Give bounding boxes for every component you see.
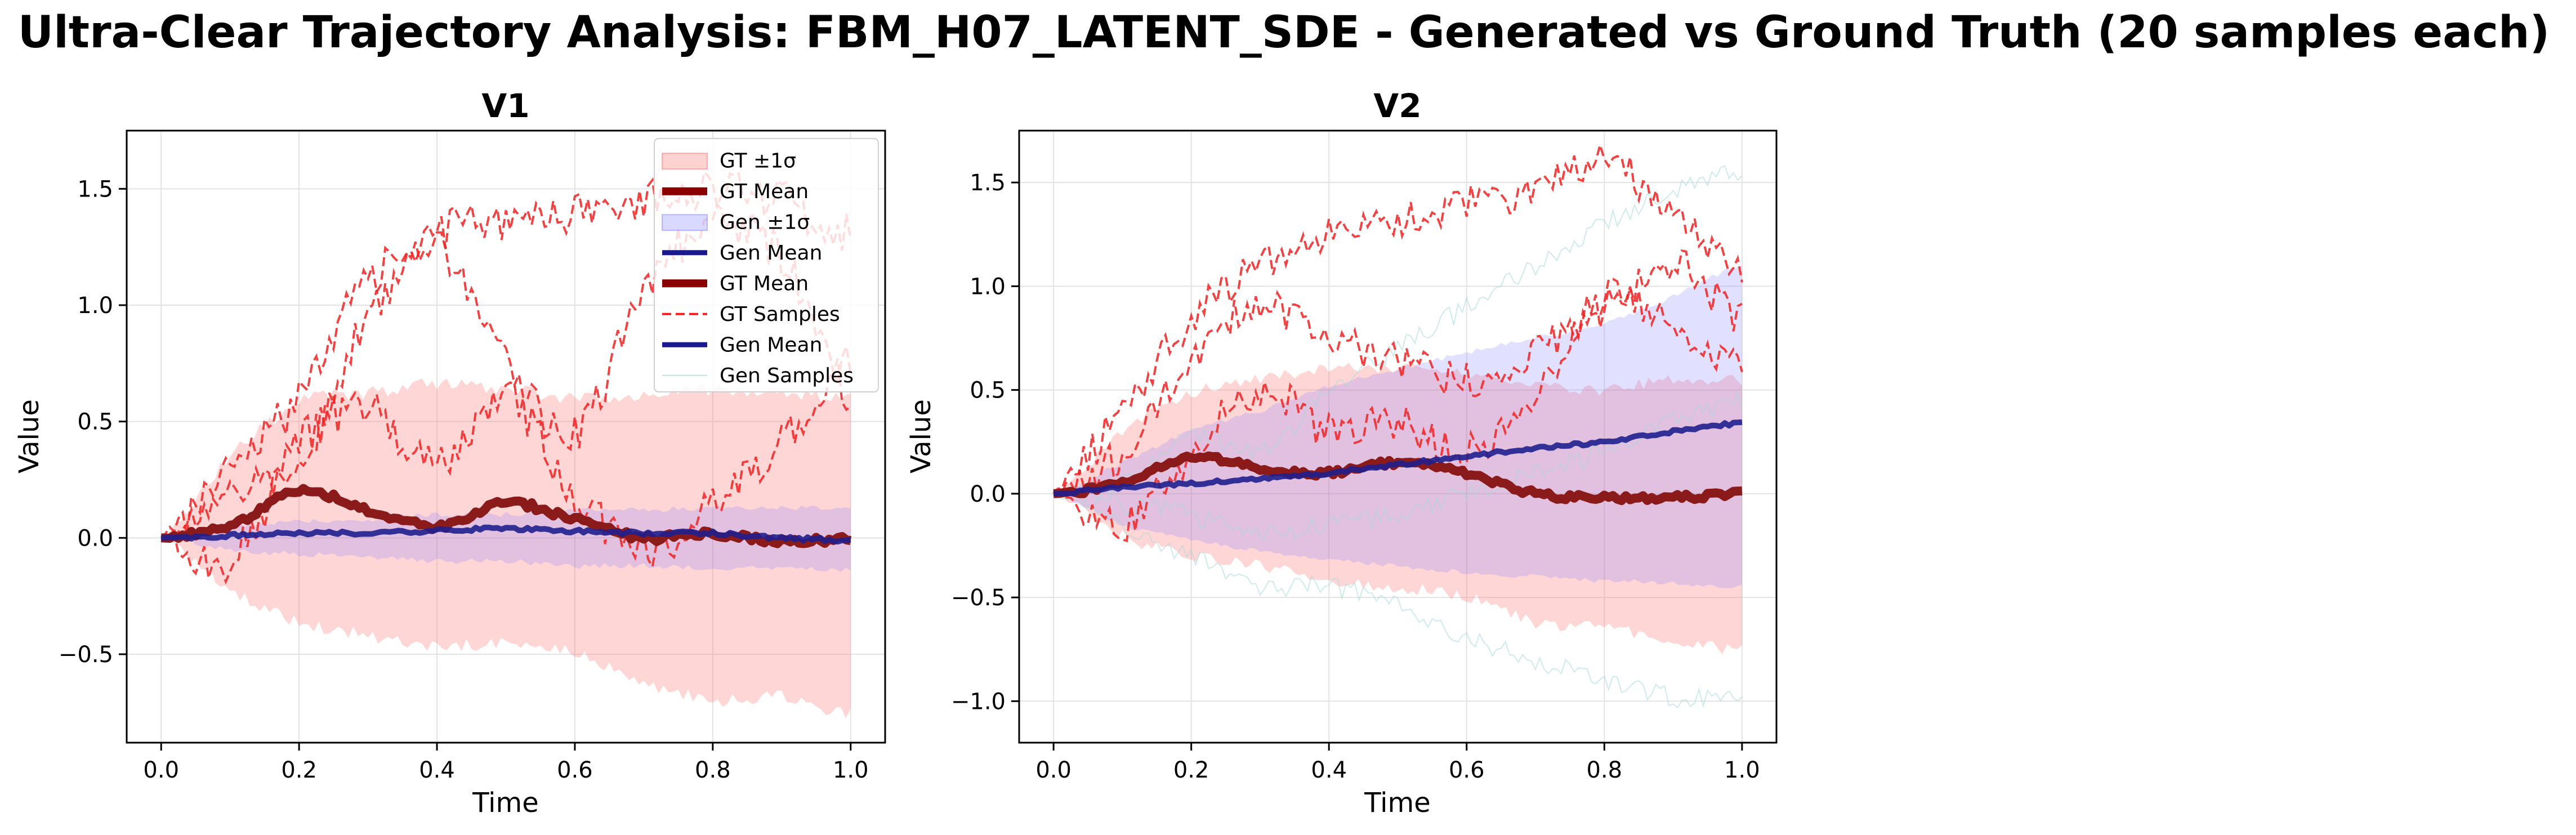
- gt-sample-line: [160, 202, 851, 539]
- y-tick-label: 1.5: [970, 170, 1006, 196]
- legend-swatch: [662, 153, 708, 170]
- gt-std-band: [161, 378, 851, 718]
- v2-plot-area: [1052, 140, 1743, 709]
- legend-label: GT Mean: [720, 180, 809, 203]
- gen-mean-line: [1053, 419, 1743, 497]
- gt-sample-line: [160, 342, 852, 585]
- x-tick-label: 0.2: [281, 757, 317, 783]
- y-tick-label: 0.5: [77, 409, 113, 435]
- gt-sample-line: [160, 169, 852, 539]
- v2-ylabel: Value: [905, 399, 937, 474]
- chart-v1: 0.0 0.2 0.4 0.6 0.8 1.0 −0.5 0.0 0.5 1.0 1.5 V1 Ti…: [14, 87, 886, 819]
- v1-ylabel: Value: [14, 399, 45, 474]
- gen-sample-line: [1053, 165, 1743, 503]
- x-tick-label: 0.8: [1587, 757, 1623, 783]
- y-tick-label: 1.0: [970, 274, 1006, 300]
- y-tick-label: 0.0: [77, 525, 113, 551]
- gt-sample-line: [1053, 278, 1743, 543]
- chart-v2: 0.0 0.2 0.4 0.6 0.8 1.0 −1.0 −0.5 0.0 0.5 1.0 1.5 V…: [905, 87, 1778, 819]
- gen-mean-line: [161, 524, 851, 544]
- legend-label: Gen ±1σ: [720, 211, 810, 234]
- v2-title: V2: [1373, 87, 1421, 125]
- v1-ticks: 0.0 0.2 0.4 0.6 0.8 1.0 −0.5 0.0 0.5 1.0 1.5: [59, 176, 869, 783]
- x-tick-label: 0.2: [1173, 757, 1209, 783]
- y-tick-label: −0.5: [59, 642, 113, 668]
- y-tick-label: 1.0: [77, 293, 113, 319]
- x-tick-label: 0.8: [695, 757, 731, 783]
- v1-legend: GT ±1σ GT Mean Gen ±1σ Gen Mean GT Mean GT Sa…: [654, 138, 879, 392]
- gen-sample-line: [1053, 390, 1743, 541]
- v2-grid: [1019, 131, 1776, 743]
- legend-label: Gen Mean: [720, 242, 822, 265]
- legend-label: Gen Samples: [720, 364, 854, 387]
- v1-xlabel: Time: [472, 787, 538, 819]
- v2-xlabel: Time: [1364, 787, 1430, 819]
- v1-axes-frame: [126, 130, 886, 744]
- y-tick-label: 0.0: [970, 481, 1006, 507]
- legend-label: GT ±1σ: [720, 149, 796, 172]
- y-tick-label: 1.5: [77, 176, 113, 202]
- x-tick-label: 0.6: [1449, 757, 1485, 783]
- gt-sample-line: [1052, 140, 1743, 495]
- y-tick-label: −1.0: [951, 689, 1006, 715]
- x-tick-label: 0.4: [1311, 757, 1347, 783]
- v1-plot-area: [160, 169, 852, 718]
- x-tick-label: 1.0: [833, 757, 869, 783]
- x-tick-label: 0.6: [557, 757, 593, 783]
- x-tick-label: 0.0: [143, 757, 179, 783]
- legend-label: GT Mean: [720, 272, 809, 295]
- gt-std-band: [1053, 363, 1742, 655]
- y-tick-label: −0.5: [951, 585, 1006, 611]
- x-tick-label: 0.4: [419, 757, 455, 783]
- legend-swatch: [662, 214, 708, 231]
- legend-label: Gen Mean: [720, 333, 822, 356]
- legend-label: GT Samples: [720, 303, 840, 326]
- v1-title: V1: [481, 87, 529, 125]
- figure-title: Ultra-Clear Trajectory Analysis: FBM_H07…: [18, 7, 2550, 58]
- gen-sample-line: [1053, 493, 1743, 709]
- x-tick-label: 0.0: [1035, 757, 1072, 783]
- legend-box: [654, 138, 879, 392]
- v2-axes-frame: [1018, 130, 1778, 744]
- gen-std-band: [161, 504, 851, 572]
- v2-ticks: 0.0 0.2 0.4 0.6 0.8 1.0 −1.0 −0.5 0.0 0.5 1.0 1.5: [951, 170, 1760, 783]
- y-tick-label: 0.5: [970, 378, 1006, 404]
- x-tick-label: 1.0: [1724, 757, 1760, 783]
